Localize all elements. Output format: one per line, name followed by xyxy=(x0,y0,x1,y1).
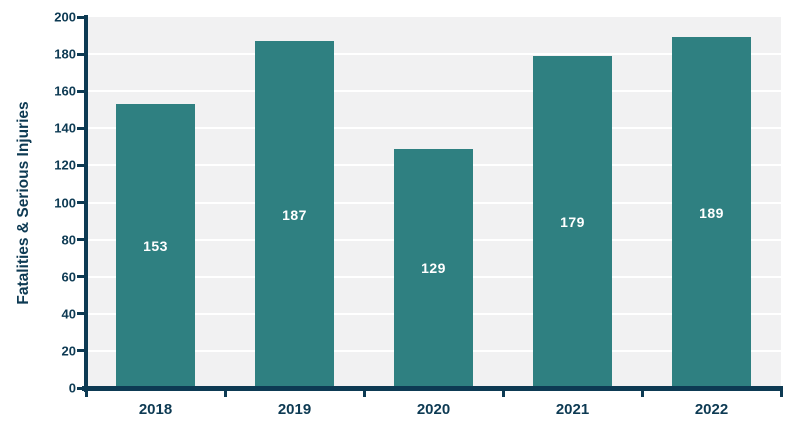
bar-value-label: 179 xyxy=(560,213,585,230)
y-axis-title: Fatalities & Serious Injuries xyxy=(15,101,32,305)
gridline xyxy=(86,53,781,56)
x-axis-label-2022: 2022 xyxy=(694,401,729,418)
y-tick-label: 20 xyxy=(61,343,76,359)
y-tick-label: 0 xyxy=(68,380,76,396)
y-tick xyxy=(77,89,85,93)
bar-2021: 179 xyxy=(533,55,612,388)
bar-value-label: 189 xyxy=(699,204,724,221)
x-tick xyxy=(362,388,366,397)
x-tick xyxy=(501,388,505,397)
y-tick-label: 180 xyxy=(54,46,76,62)
y-tick-label: 60 xyxy=(61,269,76,285)
y-tick-label: 120 xyxy=(54,157,76,173)
bar-2022: 189 xyxy=(672,37,751,388)
y-tick xyxy=(77,126,85,130)
y-tick xyxy=(77,15,85,19)
y-tick-label: 40 xyxy=(61,306,76,322)
bar-2018: 153 xyxy=(116,104,195,388)
y-tick xyxy=(77,201,85,204)
x-tick xyxy=(640,388,644,397)
x-tick xyxy=(779,388,783,397)
x-axis-label-2019: 2019 xyxy=(277,401,312,418)
y-tick-label: 200 xyxy=(54,9,76,25)
bar-value-label: 187 xyxy=(282,206,307,223)
x-axis-label-2021: 2021 xyxy=(555,401,590,418)
x-axis-label-2020: 2020 xyxy=(416,401,451,418)
gridline xyxy=(86,127,781,130)
x-tick xyxy=(223,388,227,397)
y-tick xyxy=(77,386,85,390)
gridline xyxy=(86,90,781,93)
bar-value-label: 129 xyxy=(421,260,446,277)
bar-2020: 129 xyxy=(394,148,473,388)
y-tick xyxy=(77,52,85,56)
y-tick-label: 140 xyxy=(54,120,76,136)
x-axis-label-2018: 2018 xyxy=(138,401,173,418)
y-tick xyxy=(77,238,85,242)
y-tick-label: 160 xyxy=(54,83,76,99)
x-axis-line xyxy=(82,386,783,391)
y-tick-label: 80 xyxy=(61,232,76,248)
y-tick xyxy=(77,312,85,316)
x-tick xyxy=(84,388,88,397)
bar-value-label: 153 xyxy=(143,238,168,255)
y-axis-line xyxy=(84,15,88,392)
y-tick xyxy=(77,349,85,353)
y-tick xyxy=(77,163,85,167)
y-tick xyxy=(77,275,85,279)
y-tick-label: 100 xyxy=(54,195,76,210)
bar-2019: 187 xyxy=(255,41,334,388)
plot-area: 153 187 129 179 189 xyxy=(86,17,781,388)
